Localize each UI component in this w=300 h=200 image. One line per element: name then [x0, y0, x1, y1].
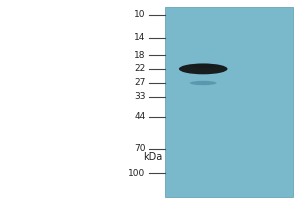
Ellipse shape: [190, 81, 217, 85]
Text: 10: 10: [134, 10, 146, 19]
Text: 44: 44: [134, 112, 146, 121]
Bar: [165, 7, 293, 197]
Ellipse shape: [189, 64, 218, 68]
Text: kDa: kDa: [143, 152, 163, 162]
Ellipse shape: [179, 63, 227, 74]
Text: 22: 22: [134, 64, 146, 73]
Text: 33: 33: [134, 92, 146, 101]
Text: 18: 18: [134, 51, 146, 60]
Text: 14: 14: [134, 33, 146, 42]
Text: 70: 70: [134, 144, 146, 153]
Text: 100: 100: [128, 169, 146, 178]
Text: 27: 27: [134, 78, 146, 87]
